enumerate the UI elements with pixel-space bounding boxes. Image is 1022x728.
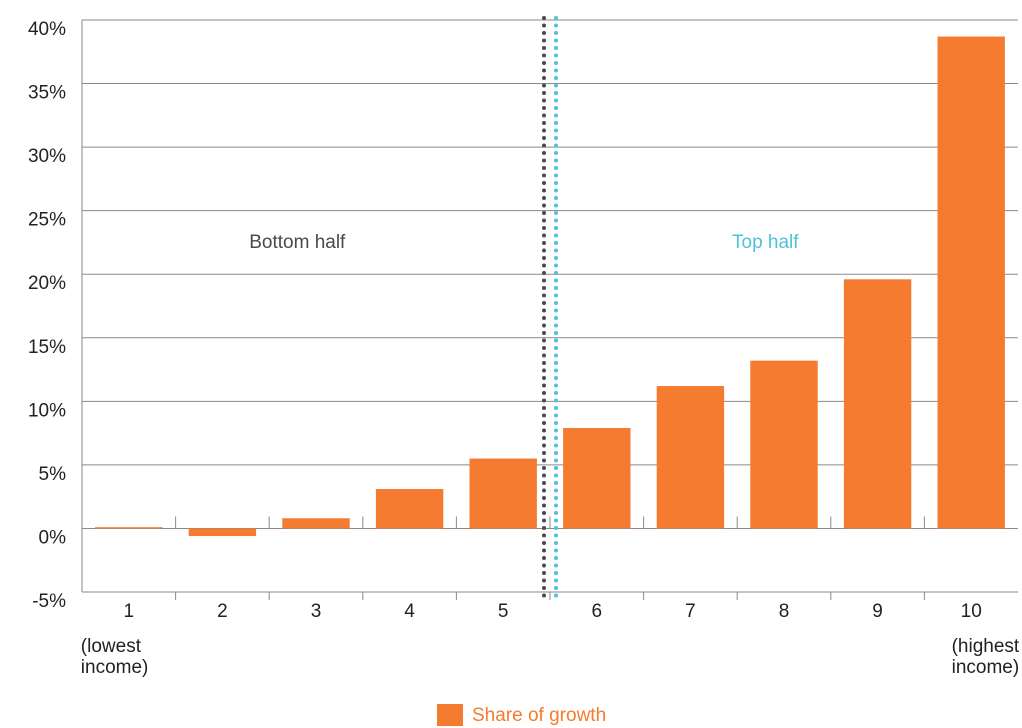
category-note: (lowest [81,636,142,657]
bar [656,386,725,529]
x-tick-label: 7 [685,601,696,622]
y-tick-label: 5% [39,464,67,485]
x-tick-label: 4 [404,601,415,622]
legend-label: Share of growth [472,705,606,726]
bar [95,527,163,529]
x-tick-label: 9 [872,601,883,622]
y-tick-label: 15% [28,337,66,358]
half-label: Top half [732,232,799,253]
bar [469,458,537,529]
y-tick-label: 40% [28,19,66,40]
category-note: income) [81,657,149,678]
y-tick-label: 0% [39,527,67,548]
y-tick-label: 35% [28,83,66,104]
bar [282,518,350,529]
bar [843,279,912,529]
x-tick-label: 3 [311,601,322,622]
legend-swatch [437,704,463,726]
x-tick-label: 6 [592,601,603,622]
bar [937,36,1005,529]
bar [188,528,257,537]
y-tick-label: 20% [28,273,66,294]
category-note: (highest [952,636,1020,657]
y-tick-label: 30% [28,146,66,167]
bar [375,489,444,529]
y-tick-label: 10% [28,400,66,421]
x-tick-label: 5 [498,601,509,622]
bar [563,428,631,529]
x-tick-label: 8 [779,601,790,622]
x-tick-label: 10 [961,601,982,622]
x-tick-label: 2 [217,601,228,622]
category-note: income) [952,657,1020,678]
half-label: Bottom half [249,232,346,253]
bar [750,360,818,529]
y-tick-label: -5% [32,591,66,612]
x-tick-label: 1 [124,601,135,622]
y-tick-label: 25% [28,210,66,231]
